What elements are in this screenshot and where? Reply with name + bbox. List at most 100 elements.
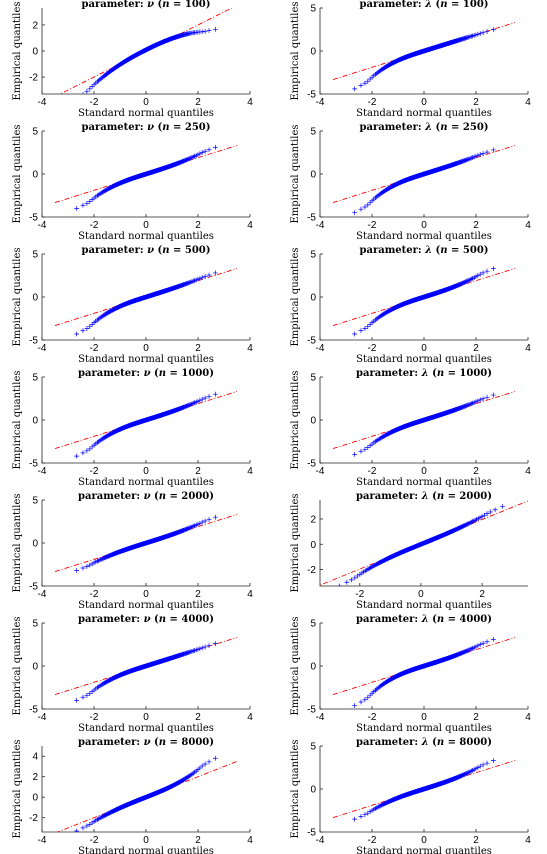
data-point	[477, 397, 483, 403]
data-point	[477, 515, 483, 521]
reference-line	[54, 144, 238, 204]
x-tick-label: 2	[195, 343, 201, 354]
qq-panel: -4 -2 0 2 4 -5 0 5 parameter: λ (n = 500) Standar…	[290, 245, 531, 365]
x-tick-label: 0	[421, 220, 427, 231]
x-tick-label: -2	[90, 589, 99, 600]
data-point	[492, 507, 498, 513]
data-point	[212, 270, 218, 276]
x-tick-label: -4	[316, 466, 325, 477]
data-point	[188, 155, 194, 161]
data-point	[466, 402, 472, 408]
data-point	[89, 561, 95, 567]
qq-panel: -2 0 2 -2 0 2 parameter: λ (n = 2000) Standard …	[290, 491, 528, 611]
data-point	[365, 324, 371, 329]
x-tick-label: 0	[418, 589, 424, 600]
data-point	[97, 557, 103, 563]
y-tick-label: -5	[29, 336, 38, 347]
data-point	[188, 772, 194, 778]
data-point	[484, 394, 490, 400]
data-point	[490, 27, 496, 32]
x-axis-label: Standard normal quantiles	[78, 846, 214, 854]
data-point	[358, 699, 364, 705]
x-tick-label: -4	[316, 835, 325, 846]
reference-line	[332, 636, 516, 696]
x-tick-label: -4	[38, 220, 47, 231]
x-tick-label: 2	[479, 589, 485, 600]
data-point	[488, 509, 493, 515]
y-tick-label: 5	[310, 742, 316, 753]
data-point	[96, 78, 102, 83]
data-point	[202, 148, 208, 154]
x-tick-label: -4	[38, 343, 47, 354]
y-tick-label: 0	[310, 47, 316, 58]
y-axis-label: Empirical quantiles	[290, 493, 301, 592]
data-point	[374, 70, 380, 76]
data-point	[187, 525, 193, 531]
x-tick-label: 0	[421, 97, 427, 108]
y-tick-label: 5	[310, 250, 316, 261]
x-tick-label: 4	[247, 712, 253, 723]
data-point	[84, 326, 90, 331]
data-point	[80, 328, 86, 334]
y-tick-label: 0	[310, 662, 316, 673]
y-tick-label: 5	[310, 4, 316, 15]
x-axis-label: Standard normal quantiles	[78, 354, 214, 365]
data-point	[362, 80, 368, 86]
data-point	[74, 206, 80, 211]
x-tick-label: -2	[90, 343, 99, 354]
data-point	[464, 157, 470, 163]
y-tick-label: -5	[307, 90, 316, 101]
x-tick-label: 4	[525, 466, 531, 477]
data-point	[477, 152, 483, 157]
data-point	[186, 402, 192, 408]
x-tick-label: 0	[143, 343, 149, 354]
panel-title: parameter: λ (n = 4000)	[356, 614, 492, 625]
data-point	[96, 684, 102, 690]
data-point	[84, 823, 90, 829]
data-point	[480, 30, 486, 36]
data-point	[467, 520, 473, 526]
data-point	[206, 517, 212, 522]
qq-panel: -4 -2 0 2 4 -5 0 5 parameter: λ (n = 4000) Standa…	[290, 614, 531, 734]
data-point	[477, 31, 483, 36]
data-point	[344, 579, 350, 585]
data-point	[189, 771, 195, 777]
data-point	[369, 564, 375, 570]
data-point	[206, 643, 212, 649]
y-tick-label: 0	[310, 293, 316, 304]
x-tick-label: -2	[90, 466, 99, 477]
data-point	[199, 519, 205, 525]
x-tick-label: 2	[195, 466, 201, 477]
y-tick-label: -5	[307, 213, 316, 224]
x-tick-label: -4	[316, 712, 325, 723]
data-point	[473, 766, 479, 772]
data-point	[473, 32, 479, 38]
x-tick-label: 2	[473, 712, 479, 723]
data-point	[490, 758, 496, 764]
x-tick-label: 4	[525, 220, 531, 231]
reference-line	[54, 513, 238, 573]
data-point	[375, 804, 381, 810]
data-point	[197, 520, 203, 526]
y-axis-label: Empirical quantiles	[290, 1, 301, 100]
x-axis-label: Standard normal quantiles	[356, 477, 492, 488]
x-tick-label: 2	[473, 97, 479, 108]
qq-panel: -4 -2 0 2 4 -5 0 5 parameter: ν (n = 500) Standar…	[12, 245, 253, 365]
y-tick-label: 0	[32, 539, 38, 550]
data-point	[197, 276, 203, 281]
y-tick-label: 5	[32, 373, 38, 384]
y-tick-label: 0	[310, 416, 316, 427]
x-tick-label: 4	[247, 97, 253, 108]
data-point	[465, 402, 471, 408]
data-point	[336, 583, 342, 586]
data-point	[74, 568, 80, 573]
x-tick-label: -2	[90, 835, 99, 846]
y-tick-label: -2	[29, 73, 38, 84]
data-point	[465, 278, 471, 284]
data-point	[197, 397, 203, 403]
x-tick-label: 0	[421, 835, 427, 846]
data-point	[490, 392, 496, 398]
x-tick-label: -4	[38, 835, 47, 846]
data-point	[212, 391, 218, 397]
panel-title: parameter: λ (n = 1000)	[356, 368, 492, 379]
